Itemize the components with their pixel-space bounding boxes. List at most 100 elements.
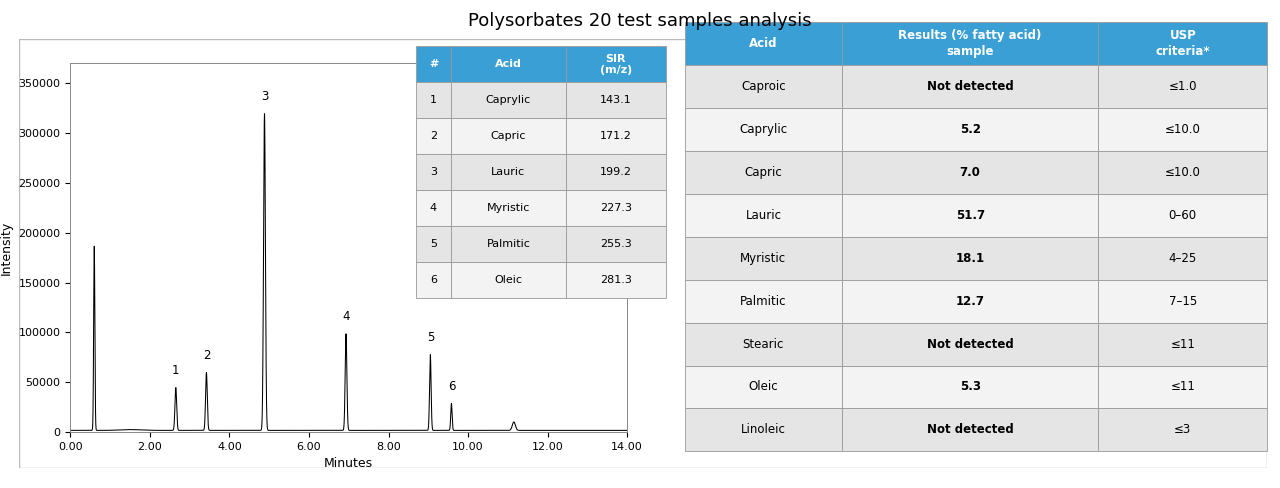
Bar — [1098, 237, 1267, 280]
Bar — [1098, 194, 1267, 237]
Bar — [685, 237, 842, 280]
Bar — [1098, 280, 1267, 323]
Bar — [685, 22, 842, 65]
Bar — [451, 262, 566, 298]
Text: 227.3: 227.3 — [600, 203, 632, 213]
Bar — [685, 323, 842, 366]
Text: Myristic: Myristic — [486, 203, 530, 213]
Bar — [1098, 366, 1267, 408]
Text: Capric: Capric — [745, 166, 782, 179]
Bar — [566, 46, 666, 82]
Bar — [1098, 22, 1267, 65]
Bar — [1098, 323, 1267, 366]
Text: Acid: Acid — [749, 37, 778, 50]
Text: ≤11: ≤11 — [1170, 338, 1196, 350]
Text: 6: 6 — [448, 380, 456, 393]
Text: 199.2: 199.2 — [600, 167, 632, 177]
Bar — [842, 194, 1098, 237]
Text: Palmitic: Palmitic — [486, 239, 530, 249]
Text: 18.1: 18.1 — [956, 252, 984, 264]
Text: Myristic: Myristic — [740, 252, 786, 264]
Bar — [416, 190, 451, 226]
Text: 0–60: 0–60 — [1169, 209, 1197, 222]
Text: Lauric: Lauric — [492, 167, 525, 177]
Text: Palmitic: Palmitic — [740, 295, 787, 307]
Text: 2: 2 — [202, 349, 210, 362]
Bar — [842, 151, 1098, 194]
Text: 5.3: 5.3 — [960, 381, 980, 393]
Bar — [451, 46, 566, 82]
Text: 4: 4 — [342, 310, 349, 324]
Text: 5: 5 — [426, 331, 434, 344]
Bar — [451, 226, 566, 262]
Bar — [416, 154, 451, 190]
Bar — [842, 22, 1098, 65]
Text: ≤10.0: ≤10.0 — [1165, 123, 1201, 136]
Bar — [416, 118, 451, 154]
Text: ≤10.0: ≤10.0 — [1165, 166, 1201, 179]
Text: 1: 1 — [430, 95, 436, 105]
Bar — [842, 366, 1098, 408]
Text: Lauric: Lauric — [745, 209, 781, 222]
Bar — [685, 108, 842, 151]
Text: Not detected: Not detected — [927, 424, 1014, 436]
Text: 12.7: 12.7 — [956, 295, 984, 307]
Text: 255.3: 255.3 — [600, 239, 631, 249]
Text: Caprylic: Caprylic — [740, 123, 787, 136]
Bar — [842, 280, 1098, 323]
Bar — [842, 323, 1098, 366]
Text: 6: 6 — [430, 275, 436, 285]
Text: 2: 2 — [430, 131, 436, 141]
Bar — [416, 46, 451, 82]
Text: 5.2: 5.2 — [960, 123, 980, 136]
Text: USP
criteria*: USP criteria* — [1156, 29, 1210, 58]
Text: Polysorbates 20 test samples analysis: Polysorbates 20 test samples analysis — [468, 12, 812, 30]
Text: Capric: Capric — [490, 131, 526, 141]
Bar — [451, 118, 566, 154]
Bar — [566, 190, 666, 226]
Text: Results (% fatty acid)
sample: Results (% fatty acid) sample — [899, 29, 1042, 58]
Bar — [451, 82, 566, 118]
Text: 3: 3 — [261, 90, 269, 103]
Text: 143.1: 143.1 — [600, 95, 631, 105]
Bar — [416, 226, 451, 262]
Bar — [685, 65, 842, 108]
Bar — [566, 154, 666, 190]
Text: Oleic: Oleic — [749, 381, 778, 393]
Bar — [416, 262, 451, 298]
Bar — [842, 65, 1098, 108]
Text: SIR
(m/z): SIR (m/z) — [599, 54, 632, 75]
Text: Acid: Acid — [495, 60, 522, 69]
Text: ≤3: ≤3 — [1174, 424, 1192, 436]
Text: 4–25: 4–25 — [1169, 252, 1197, 264]
Text: 51.7: 51.7 — [956, 209, 984, 222]
X-axis label: Minutes: Minutes — [324, 457, 374, 470]
Y-axis label: Intensity: Intensity — [0, 221, 13, 275]
Bar — [416, 82, 451, 118]
Text: Linoleic: Linoleic — [741, 424, 786, 436]
Bar — [685, 151, 842, 194]
Bar — [685, 194, 842, 237]
Text: Caprylic: Caprylic — [485, 95, 531, 105]
Bar — [842, 108, 1098, 151]
Text: ≤11: ≤11 — [1170, 381, 1196, 393]
Text: #: # — [429, 60, 438, 69]
Bar — [566, 82, 666, 118]
Bar — [842, 408, 1098, 451]
Bar — [685, 366, 842, 408]
Bar — [451, 190, 566, 226]
Text: 281.3: 281.3 — [600, 275, 631, 285]
Bar — [1098, 108, 1267, 151]
Text: Stearic: Stearic — [742, 338, 785, 350]
Text: 5: 5 — [430, 239, 436, 249]
Text: Caproic: Caproic — [741, 80, 786, 93]
Bar — [451, 154, 566, 190]
Bar — [685, 408, 842, 451]
Text: 1: 1 — [172, 364, 179, 377]
Bar — [842, 237, 1098, 280]
Text: 7–15: 7–15 — [1169, 295, 1197, 307]
Text: Oleic: Oleic — [494, 275, 522, 285]
Text: 4: 4 — [430, 203, 436, 213]
Text: Not detected: Not detected — [927, 80, 1014, 93]
Bar — [685, 280, 842, 323]
